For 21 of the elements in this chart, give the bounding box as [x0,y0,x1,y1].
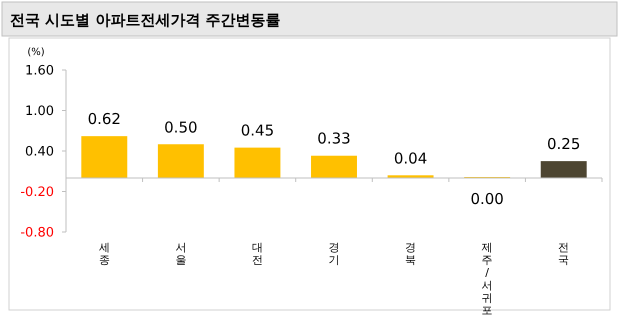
chart-title: 전국 시도별 아파트전세가격 주간변동률 [10,11,281,29]
data-label: 0.04 [394,149,428,168]
x-tick-label: 경기 [328,240,340,266]
x-tick-label: 경북 [405,240,416,266]
data-label: 0.50 [164,118,198,136]
y-tick-label: -0.20 [20,185,54,200]
data-label: 0.45 [240,122,274,140]
x-tick-label: 제주/서귀포 [482,240,493,318]
y-tick-label: 1.00 [25,104,54,120]
x-tick-label: 전국 [558,240,570,266]
data-label: 0.25 [547,135,580,154]
y-axis-title: (%) [27,47,45,58]
y-tick-label: 0.40 [25,144,54,160]
y-tick-label: 1.60 [25,64,54,79]
data-label: 0.62 [88,110,121,128]
y-tick-label: -0.80 [20,226,54,241]
x-tick-label: 대전 [252,240,263,266]
x-tick-label: 서울 [175,240,186,266]
x-tick-label: 세종 [98,240,110,266]
data-label: 0.00 [470,190,504,208]
data-label: 0.33 [317,130,351,148]
